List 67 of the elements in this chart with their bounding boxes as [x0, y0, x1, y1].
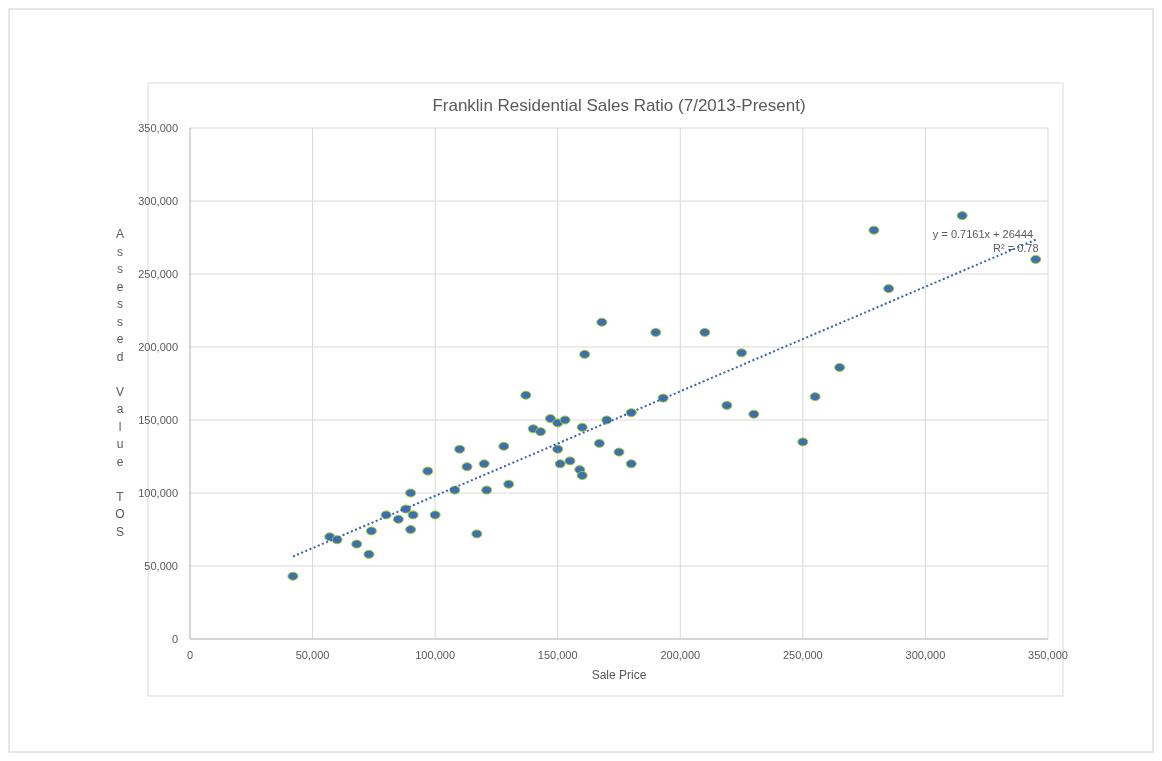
point: [544, 414, 556, 424]
y-tick-label: 250,000: [138, 267, 178, 280]
point: [407, 510, 419, 520]
point: [579, 349, 591, 359]
point: [471, 529, 483, 539]
point: [392, 514, 404, 524]
point: [809, 392, 821, 402]
point: [481, 485, 493, 495]
point: [699, 327, 711, 337]
point: [363, 549, 375, 559]
x-tick-label: 100,000: [415, 649, 456, 661]
text: Assessed Value TOS: [115, 227, 125, 539]
x-tick-label: 350,000: [1028, 649, 1068, 661]
point: [721, 400, 733, 410]
annotation: y = 0.7161x + 26444: [932, 228, 1034, 240]
point: [365, 526, 377, 536]
y-tick-label: 150,000: [138, 413, 178, 426]
x-axis-title: Sale Price: [591, 668, 647, 682]
point: [287, 571, 299, 581]
point: [405, 525, 417, 534]
x-tick-label: 200,000: [660, 649, 701, 661]
point: [1030, 254, 1042, 264]
point: [454, 444, 466, 454]
annotation: R² = 0.78: [993, 242, 1039, 254]
point: [601, 415, 613, 425]
point: [613, 447, 625, 457]
y-tick-label: 100,000: [138, 486, 178, 499]
point: [576, 422, 588, 432]
point: [405, 488, 417, 498]
point: [834, 362, 846, 372]
point: [625, 459, 637, 469]
x-tick-label: 150,000: [537, 649, 578, 661]
y-tick-label: 0: [171, 632, 178, 645]
point: [650, 327, 662, 337]
chart-title: Franklin Residential Sales Ratio (7/2013-Present): [432, 96, 806, 115]
x-tick-label: 250,000: [782, 649, 823, 661]
x-tick-label: 50,000: [295, 649, 330, 661]
point: [422, 466, 434, 476]
point: [520, 390, 532, 400]
point: [593, 438, 605, 448]
point: [331, 535, 343, 545]
point: [797, 437, 809, 447]
y-tick-label: 350,000: [138, 121, 178, 134]
point: [868, 225, 880, 235]
point: [559, 415, 571, 425]
point: [461, 462, 473, 472]
y-tick-label: 50,000: [144, 559, 178, 572]
y-tick-label: 300,000: [138, 194, 178, 207]
point: [736, 348, 748, 358]
point: [956, 211, 968, 221]
point: [596, 317, 608, 327]
point: [748, 409, 760, 419]
point: [552, 444, 564, 454]
x-tick-label: 0: [186, 649, 194, 661]
point: [576, 470, 588, 480]
point: [449, 485, 461, 495]
point: [503, 479, 515, 489]
point: [535, 427, 547, 437]
point: [429, 510, 441, 520]
point: [351, 539, 363, 549]
point: [883, 284, 895, 294]
point: [478, 459, 490, 469]
point: [498, 441, 510, 451]
y-tick-label: 200,000: [138, 340, 178, 353]
x-tick-label: 300,000: [905, 649, 946, 661]
point: [564, 456, 576, 466]
point: [554, 459, 566, 469]
